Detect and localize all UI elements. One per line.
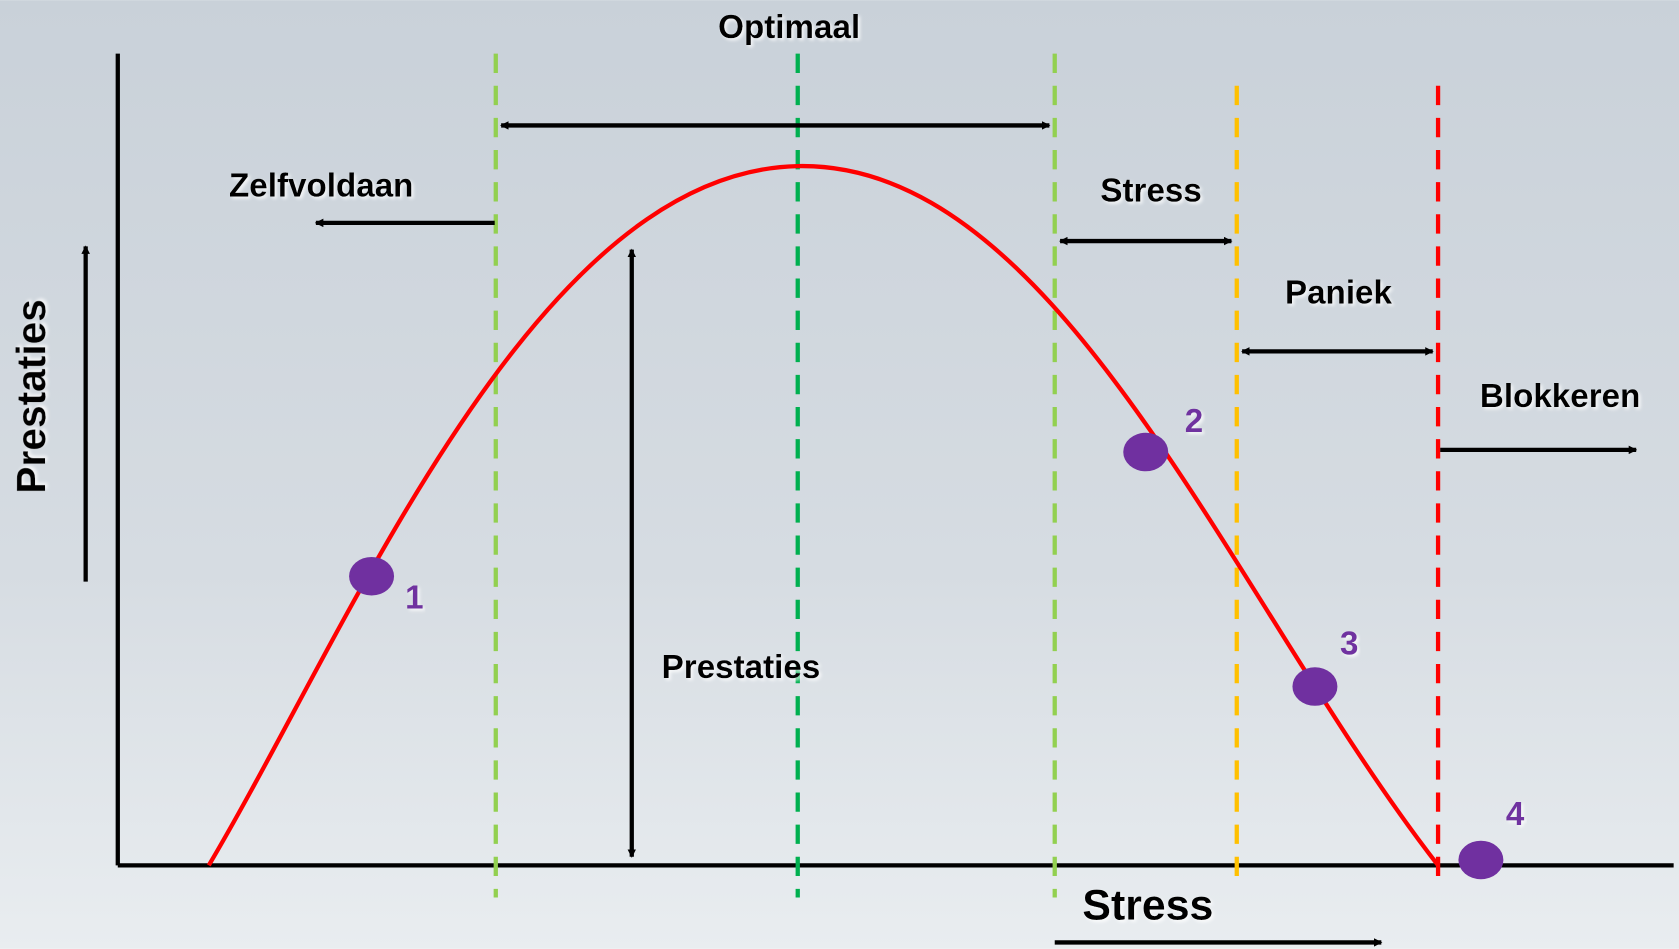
zone-label: Paniek bbox=[1285, 274, 1393, 311]
point bbox=[1123, 433, 1168, 472]
point bbox=[1458, 841, 1503, 880]
zone-label: Blokkeren bbox=[1480, 378, 1640, 415]
point-label: 4 bbox=[1506, 796, 1525, 833]
zone-label: Zelfvoldaan bbox=[229, 167, 413, 204]
zone-label: Stress bbox=[1100, 173, 1201, 210]
background bbox=[0, 0, 1679, 949]
point-label: 3 bbox=[1340, 626, 1358, 663]
point bbox=[349, 557, 394, 596]
point-label: 1 bbox=[405, 580, 423, 617]
y-axis-label: Prestaties bbox=[8, 299, 54, 494]
point-label: 2 bbox=[1185, 403, 1203, 440]
curve-label: Prestaties bbox=[662, 649, 821, 686]
x-axis-label: Stress bbox=[1082, 881, 1213, 929]
point bbox=[1292, 667, 1337, 706]
diagram: Optimaal Zelfvoldaan Stress Paniek Blokk… bbox=[0, 0, 1679, 949]
zone-label: Optimaal bbox=[718, 9, 860, 46]
page: Optimaal Zelfvoldaan Stress Paniek Blokk… bbox=[0, 0, 1679, 949]
